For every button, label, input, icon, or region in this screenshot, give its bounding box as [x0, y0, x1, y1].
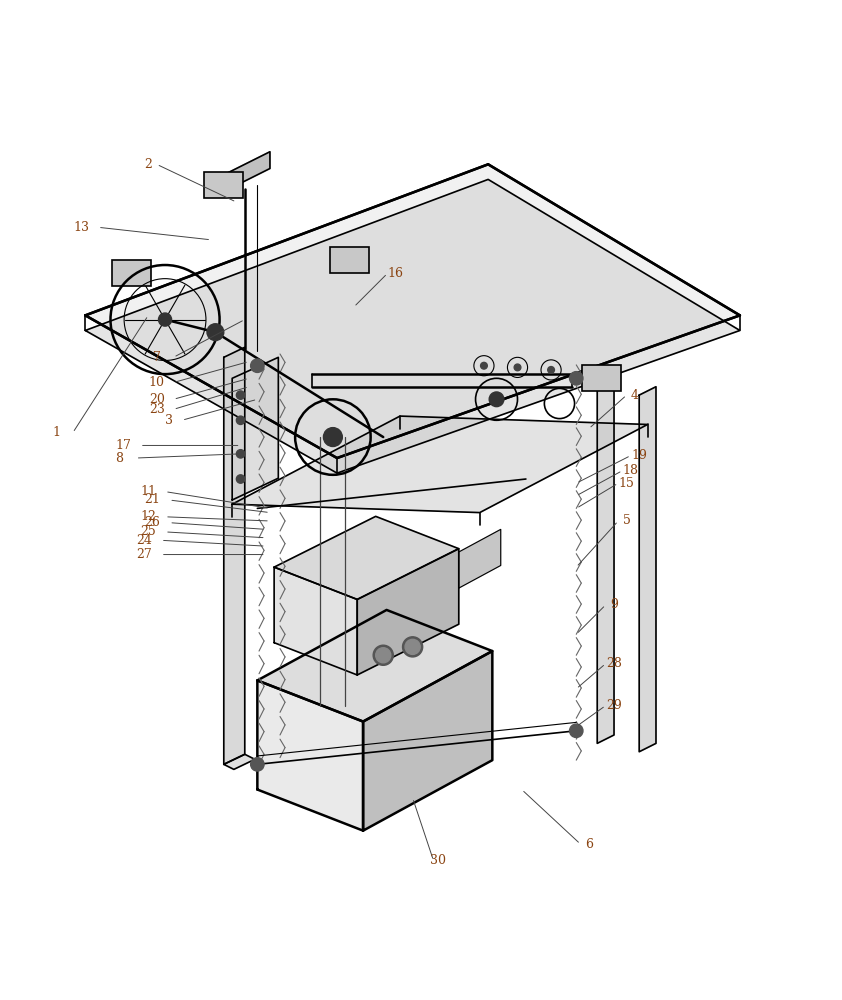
Text: 18: 18 — [623, 464, 639, 477]
Text: 3: 3 — [165, 414, 173, 427]
Circle shape — [569, 724, 583, 737]
Polygon shape — [85, 164, 740, 458]
Polygon shape — [228, 152, 270, 189]
Polygon shape — [232, 357, 279, 500]
Text: 19: 19 — [632, 449, 647, 462]
Circle shape — [402, 637, 423, 657]
FancyBboxPatch shape — [205, 172, 243, 198]
Polygon shape — [274, 516, 459, 599]
Circle shape — [237, 416, 245, 424]
Circle shape — [514, 364, 521, 371]
Text: 6: 6 — [585, 838, 593, 851]
Text: 4: 4 — [631, 389, 639, 402]
Text: 21: 21 — [145, 493, 160, 506]
Circle shape — [251, 758, 264, 771]
Circle shape — [251, 359, 264, 372]
Text: 15: 15 — [619, 477, 635, 490]
Text: 16: 16 — [388, 267, 404, 280]
Text: 20: 20 — [149, 393, 164, 406]
FancyBboxPatch shape — [112, 260, 151, 286]
Text: 13: 13 — [73, 221, 89, 234]
Text: 24: 24 — [136, 534, 152, 547]
Text: 17: 17 — [115, 439, 131, 452]
Circle shape — [481, 362, 488, 369]
Polygon shape — [232, 416, 647, 513]
Polygon shape — [459, 529, 501, 588]
Circle shape — [237, 450, 245, 458]
Text: 11: 11 — [141, 485, 157, 498]
Text: 25: 25 — [141, 525, 156, 538]
Polygon shape — [639, 387, 656, 752]
Circle shape — [158, 313, 172, 326]
Text: 28: 28 — [606, 657, 622, 670]
FancyBboxPatch shape — [330, 247, 369, 273]
Circle shape — [207, 324, 224, 341]
Polygon shape — [274, 567, 357, 675]
Polygon shape — [597, 370, 614, 743]
Circle shape — [237, 475, 245, 483]
Circle shape — [237, 391, 245, 399]
FancyBboxPatch shape — [582, 365, 621, 391]
Polygon shape — [363, 651, 493, 831]
Text: 5: 5 — [623, 514, 631, 527]
Text: 26: 26 — [145, 516, 160, 529]
Circle shape — [373, 645, 393, 665]
Text: 23: 23 — [149, 403, 164, 416]
Polygon shape — [357, 549, 459, 675]
Circle shape — [548, 367, 554, 373]
Text: 2: 2 — [144, 158, 152, 171]
Text: 9: 9 — [610, 598, 618, 611]
Text: 7: 7 — [152, 351, 161, 364]
Text: 27: 27 — [136, 548, 152, 561]
Text: 12: 12 — [141, 510, 156, 523]
Circle shape — [489, 392, 504, 407]
Polygon shape — [224, 754, 255, 769]
Circle shape — [376, 648, 391, 663]
Text: 1: 1 — [52, 426, 60, 439]
Polygon shape — [85, 179, 740, 473]
Text: 29: 29 — [606, 699, 622, 712]
Circle shape — [405, 639, 420, 654]
Text: 10: 10 — [149, 376, 165, 389]
Polygon shape — [258, 610, 493, 722]
Text: 8: 8 — [115, 452, 123, 465]
Polygon shape — [224, 347, 245, 764]
Text: 30: 30 — [429, 854, 445, 867]
Circle shape — [569, 372, 583, 385]
Polygon shape — [258, 680, 363, 831]
Circle shape — [323, 428, 343, 446]
